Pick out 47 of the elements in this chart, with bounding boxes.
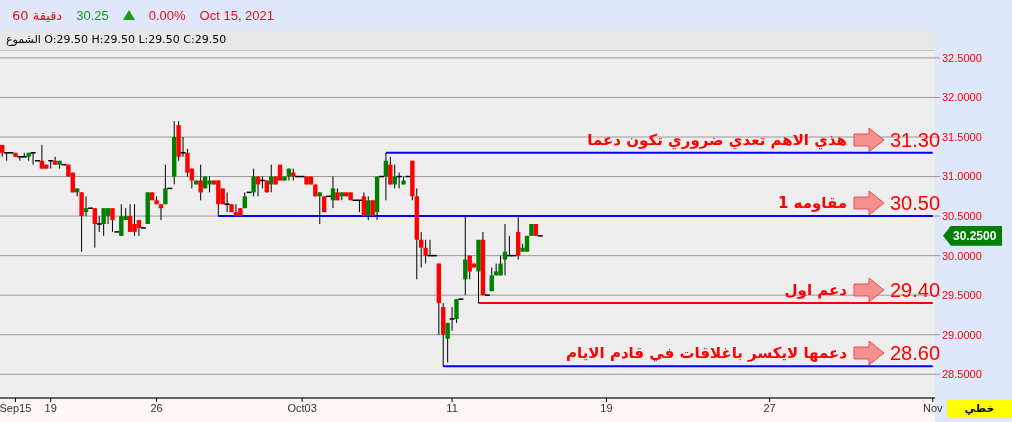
annotation: 29.40 bbox=[890, 278, 941, 302]
x-tick-label: Sep15 bbox=[0, 401, 32, 414]
text: 0.00% bbox=[148, 7, 186, 23]
y-tick-label: 32.5000 bbox=[942, 51, 982, 64]
x-tick-label: Oct03 bbox=[287, 401, 317, 414]
candlestick bbox=[132, 203, 137, 237]
annotation: 28.60 bbox=[890, 341, 941, 365]
y-tick-label: 32.0000 bbox=[942, 91, 982, 104]
y-tick-label: 29.0000 bbox=[942, 328, 982, 341]
text: 30.2500 bbox=[943, 225, 1003, 246]
annotation: 31.30 bbox=[890, 128, 941, 152]
x-tick-label: 19 bbox=[44, 401, 57, 414]
y-tick-label: 28.5000 bbox=[942, 368, 982, 381]
candlestick bbox=[366, 195, 371, 221]
candlestick bbox=[101, 207, 106, 237]
candlestick bbox=[79, 191, 84, 253]
x-tick-label: 26 bbox=[150, 401, 163, 414]
y-tick-label: 31.5000 bbox=[942, 130, 982, 143]
annotation: 30.50 bbox=[890, 191, 941, 215]
annotation: دعمها لايكسر باغلاقات في قادم الايام bbox=[566, 344, 847, 363]
text: Oct 15, 2021 bbox=[199, 7, 275, 23]
annotation: دعم اول bbox=[784, 281, 847, 300]
candlestick bbox=[448, 306, 456, 332]
candlestick bbox=[52, 156, 58, 166]
y-tick-label: 30.0000 bbox=[942, 249, 982, 262]
y-tick-label: 30.5000 bbox=[942, 210, 982, 222]
annotation: هذي الاهم تعدي ضروري تكون دعما bbox=[587, 130, 847, 149]
annotation: مقاومه 1 bbox=[777, 194, 847, 213]
candlestick bbox=[163, 164, 168, 205]
candlestick bbox=[418, 231, 424, 268]
candlestick bbox=[216, 180, 221, 217]
y-tick-label: 29.5000 bbox=[942, 289, 982, 302]
chart-title: الشموع O:29.50 H:29.50 L:29.50 C:29.50 bbox=[0, 30, 1012, 50]
x-tick-label: 27 bbox=[763, 401, 776, 414]
y-tick-label: 31.0000 bbox=[942, 170, 982, 183]
candlestick bbox=[251, 168, 256, 197]
candlestick bbox=[105, 207, 111, 225]
text: 60 دقيقة bbox=[12, 7, 63, 23]
x-tick-label: Nov bbox=[923, 401, 944, 414]
x-tick-label: 11 bbox=[446, 401, 458, 414]
text: خطي bbox=[947, 400, 1012, 418]
text: 30.25 bbox=[76, 7, 109, 23]
candlestick bbox=[198, 164, 203, 201]
candlestick bbox=[158, 203, 164, 221]
candlestick bbox=[110, 207, 115, 233]
x-tick-label: 19 bbox=[600, 401, 613, 414]
candlestick bbox=[317, 191, 322, 225]
